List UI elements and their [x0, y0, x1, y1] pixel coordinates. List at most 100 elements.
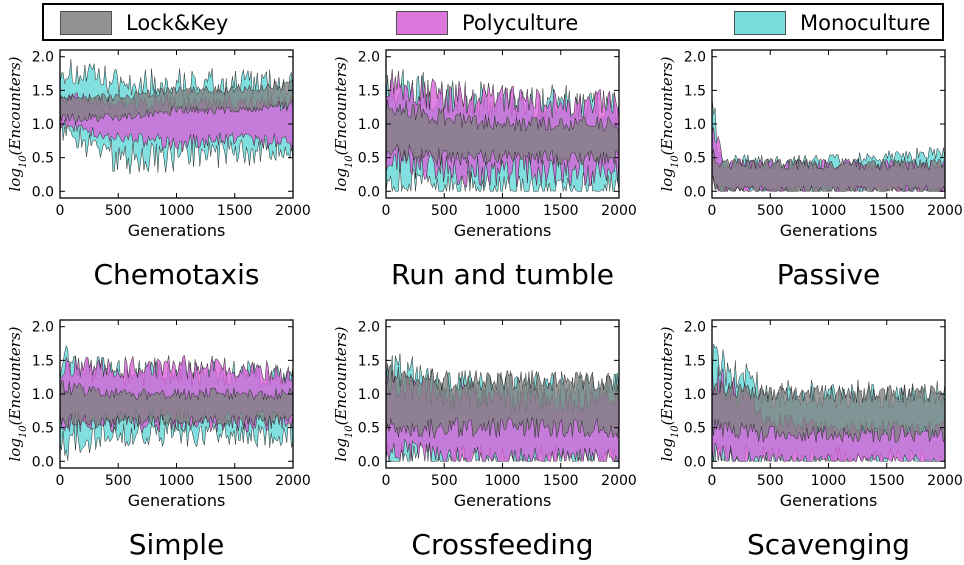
x-tick-label: 1500: [543, 473, 579, 489]
y-tick-label: 0.5: [32, 151, 54, 167]
polyculture-swatch: [396, 11, 448, 35]
y-tick-label: 0.0: [32, 454, 54, 470]
x-tick-label: 500: [431, 203, 458, 219]
y-tick-label: 2.0: [32, 320, 54, 336]
y-tick-label: 1.5: [358, 353, 380, 369]
y-tick-label: 2.0: [684, 50, 706, 66]
x-tick-label: 500: [431, 473, 458, 489]
y-tick-label: 2.0: [358, 320, 380, 336]
x-tick-label: 0: [56, 203, 65, 219]
x-axis-label: Generations: [128, 491, 226, 510]
legend: Lock&Key Polyculture Monoculture: [42, 3, 944, 41]
band-lock-key: [60, 79, 293, 123]
chart-crossfeeding: 0 500 1000 1500 2000 0.0 0.5 1.0 1.5 2.0 Generatio…: [332, 319, 637, 510]
y-tick-label: 1.0: [32, 387, 54, 403]
y-tick-label: 0.5: [32, 421, 54, 437]
legend-item-lock-key: Lock&Key: [60, 10, 228, 36]
y-tick-label: 0.0: [32, 184, 54, 200]
x-axis-label: Generations: [780, 221, 878, 240]
y-tick-label: 1.0: [358, 387, 380, 403]
y-tick-label: 1.0: [32, 117, 54, 133]
x-tick-label: 1000: [811, 203, 847, 219]
x-tick-label: 2000: [927, 473, 963, 489]
x-tick-label: 1500: [869, 203, 905, 219]
y-tick-label: 1.5: [32, 83, 54, 99]
y-tick-label: 0.0: [358, 184, 380, 200]
y-tick-label: 0.5: [684, 151, 706, 167]
x-tick-label: 500: [757, 473, 784, 489]
x-tick-label: 500: [105, 203, 132, 219]
band-lock-key: [60, 380, 293, 429]
y-tick-label: 2.0: [684, 320, 706, 336]
y-axis-label: log10(Encounters): [6, 56, 29, 191]
x-tick-label: 2000: [601, 203, 637, 219]
panel-title-run-and-tumble: Run and tumble: [391, 258, 614, 291]
x-tick-label: 500: [757, 203, 784, 219]
y-tick-label: 2.0: [32, 50, 54, 66]
y-axis-label: log10(Encounters): [332, 326, 355, 461]
x-tick-label: 0: [708, 473, 717, 489]
panel-title-crossfeeding: Crossfeeding: [411, 528, 594, 561]
monoculture-swatch: [734, 11, 786, 35]
x-tick-label: 1500: [869, 473, 905, 489]
x-axis-label: Generations: [780, 491, 878, 510]
panel-title-scavenging: Scavenging: [747, 528, 910, 561]
lock-key-swatch: [60, 11, 112, 35]
band-lock-key: [712, 149, 945, 193]
x-tick-label: 0: [56, 473, 65, 489]
chart-run-and-tumble: 0 500 1000 1500 2000 0.0 0.5 1.0 1.5 2.0 Generatio…: [332, 49, 637, 240]
x-tick-label: 2000: [927, 203, 963, 219]
x-tick-label: 1000: [159, 203, 195, 219]
band-lock-key: [712, 380, 945, 443]
y-tick-label: 0.0: [358, 454, 380, 470]
y-tick-label: 0.5: [358, 421, 380, 437]
y-tick-label: 1.0: [684, 387, 706, 403]
legend-label: Polyculture: [462, 11, 579, 35]
x-tick-label: 0: [708, 203, 717, 219]
x-axis-label: Generations: [454, 491, 552, 510]
y-tick-label: 0.0: [684, 454, 706, 470]
y-tick-label: 1.0: [684, 117, 706, 133]
legend-item-monoculture: Monoculture: [734, 10, 930, 36]
x-axis-label: Generations: [454, 221, 552, 240]
legend-item-polyculture: Polyculture: [396, 10, 578, 36]
band-lock-key: [386, 99, 619, 166]
y-tick-label: 0.5: [358, 151, 380, 167]
y-axis-label: log10(Encounters): [658, 56, 681, 191]
x-tick-label: 2000: [275, 203, 311, 219]
y-axis-label: log10(Encounters): [6, 326, 29, 461]
y-tick-label: 0.5: [684, 421, 706, 437]
chart-simple: 0 500 1000 1500 2000 0.0 0.5 1.0 1.5 2.0 Generatio…: [6, 319, 311, 510]
y-axis-label: log10(Encounters): [332, 56, 355, 191]
chart-scavenging: 0 500 1000 1500 2000 0.0 0.5 1.0 1.5 2.0 Generatio…: [658, 319, 963, 510]
x-tick-label: 1500: [217, 473, 253, 489]
y-tick-label: 0.0: [684, 184, 706, 200]
chart-passive: 0 500 1000 1500 2000 0.0 0.5 1.0 1.5 2.0 Generatio…: [658, 49, 963, 240]
x-axis-label: Generations: [128, 221, 226, 240]
x-tick-label: 1000: [485, 473, 521, 489]
panel-title-simple: Simple: [128, 528, 225, 561]
legend-label: Monoculture: [800, 11, 931, 35]
x-tick-label: 1000: [485, 203, 521, 219]
panel-title-chemotaxis: Chemotaxis: [93, 258, 260, 291]
x-tick-label: 0: [382, 203, 391, 219]
x-tick-label: 1500: [543, 203, 579, 219]
x-tick-label: 1000: [811, 473, 847, 489]
y-tick-label: 1.5: [358, 83, 380, 99]
legend-label: Lock&Key: [126, 11, 229, 35]
x-tick-label: 1000: [159, 473, 195, 489]
y-tick-label: 2.0: [358, 50, 380, 66]
y-tick-label: 1.5: [32, 353, 54, 369]
y-tick-label: 1.5: [684, 353, 706, 369]
y-tick-label: 1.5: [684, 83, 706, 99]
x-tick-label: 0: [382, 473, 391, 489]
y-tick-label: 1.0: [358, 117, 380, 133]
chart-chemotaxis: 0 500 1000 1500 2000 0.0 0.5 1.0 1.5 2.0 Generatio…: [6, 49, 311, 240]
x-tick-label: 2000: [275, 473, 311, 489]
panel-title-passive: Passive: [776, 258, 881, 291]
x-tick-label: 2000: [601, 473, 637, 489]
x-tick-label: 1500: [217, 203, 253, 219]
band-lock-key: [386, 364, 619, 439]
x-tick-label: 500: [105, 473, 132, 489]
y-axis-label: log10(Encounters): [658, 326, 681, 461]
